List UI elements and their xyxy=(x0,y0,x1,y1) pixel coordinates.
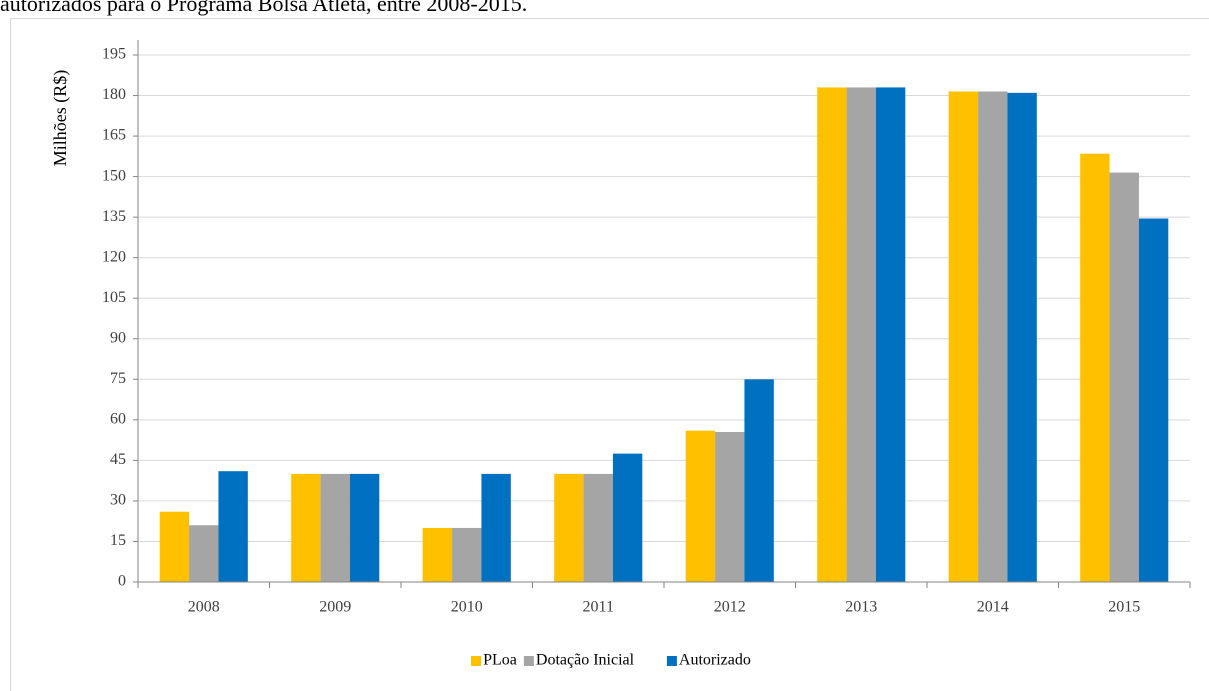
bar xyxy=(320,473,350,582)
y-tick-label: 120 xyxy=(102,248,126,265)
bar xyxy=(846,87,876,582)
y-tick-label: 195 xyxy=(102,46,126,63)
bar xyxy=(1109,172,1139,583)
bar xyxy=(349,473,380,582)
bar xyxy=(452,527,482,582)
x-tick-label: 2010 xyxy=(451,599,483,616)
bar xyxy=(685,430,716,582)
y-tick-label: 75 xyxy=(110,370,126,387)
legend-swatch xyxy=(471,656,482,666)
x-tick-label: 2011 xyxy=(583,599,614,616)
x-tick-label: 2012 xyxy=(714,599,746,616)
y-tick-label: 60 xyxy=(110,411,126,428)
bar xyxy=(583,473,613,582)
y-tick-label: 165 xyxy=(102,127,126,144)
legend-swatch xyxy=(523,656,534,666)
bar xyxy=(1007,92,1037,582)
legend-label: PLoa xyxy=(483,652,517,669)
y-tick-label: 150 xyxy=(102,167,126,184)
x-tick-label: 2009 xyxy=(319,599,351,616)
y-tick-label: 30 xyxy=(110,492,126,509)
bar xyxy=(554,473,584,582)
y-axis-label: Milhões (R$) xyxy=(50,70,71,167)
y-tick-label: 135 xyxy=(102,208,126,225)
y-tick-label: 0 xyxy=(118,573,126,590)
y-tick-label: 90 xyxy=(110,329,126,346)
y-tick-label: 45 xyxy=(110,451,126,468)
bar xyxy=(1138,218,1169,582)
bar xyxy=(744,379,774,582)
bar xyxy=(1080,153,1110,582)
bar xyxy=(218,471,248,582)
bar xyxy=(159,511,190,582)
bar xyxy=(948,91,979,582)
bar xyxy=(612,453,643,582)
bar xyxy=(422,527,453,582)
legend-swatch xyxy=(666,656,677,666)
bar xyxy=(481,473,511,582)
legend-label: Dotação Inicial xyxy=(536,652,635,669)
bar xyxy=(978,91,1008,582)
bar xyxy=(715,432,745,582)
bar xyxy=(817,87,847,582)
x-tick-label: 2015 xyxy=(1108,599,1140,616)
bar xyxy=(875,87,906,582)
legend-label: Autorizado xyxy=(679,652,751,669)
y-tick-label: 15 xyxy=(110,532,126,549)
x-tick-label: 2014 xyxy=(977,599,1009,616)
bar xyxy=(291,473,321,582)
x-tick-label: 2013 xyxy=(845,599,877,616)
caption: autorizados para o Programa Bolsa Atleta… xyxy=(0,0,527,16)
bar xyxy=(189,525,219,582)
y-tick-label: 105 xyxy=(102,289,126,306)
x-tick-label: 2008 xyxy=(188,599,220,616)
y-tick-label: 180 xyxy=(102,86,126,103)
